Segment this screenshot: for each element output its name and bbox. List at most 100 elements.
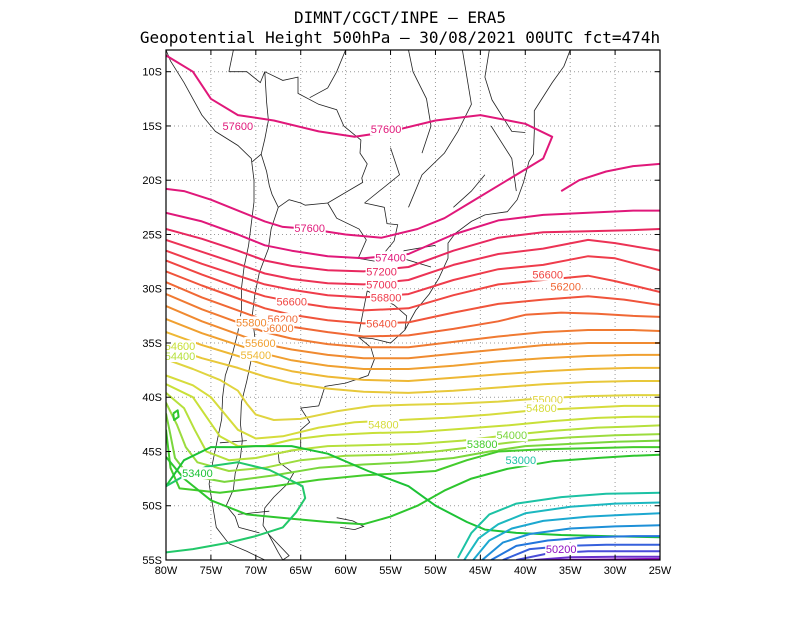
contour-line-56600 [166,259,660,312]
coastline-segment [490,125,517,192]
contour-line-53200 [166,461,307,554]
contour-line-52200 [490,535,660,560]
contour-label: 57600 [223,121,254,133]
coastline-segment [262,50,571,560]
contour-label-bg [365,278,398,291]
contour-label: 54000 [497,430,528,442]
lat-tick-label: 35S [142,338,162,350]
contour-label-bg [549,280,582,293]
lon-tick-label: 65W [289,565,312,577]
coastlines-and-borders [166,50,571,560]
contour-label: 54800 [526,403,557,415]
contour-line-54400 [166,392,660,462]
coastline-segment [228,71,266,84]
contour-line-53800 [166,429,660,494]
contour-line-55200 [166,345,660,394]
coastline-segment [484,50,526,133]
map-title-line2: Geopotential Height 500hPa – 30/08/2021 … [139,28,661,47]
contour-line-54600 [172,409,180,421]
contour-line-52400 [481,524,660,560]
contour-label: 57400 [375,252,406,264]
coastline-segment [453,174,486,208]
contour-label: 56600 [532,270,563,282]
contour-label-bg [545,543,578,556]
lat-tick-label: 15S [142,121,162,133]
contour-line-53400 [166,445,660,539]
lon-tick-label: 80W [155,565,178,577]
contour-label-bg [164,350,196,362]
contour-line-51600 [534,555,660,560]
lon-tick-label: 30W [604,565,627,577]
lat-tick-label: 20S [142,175,162,187]
contour-label: 55400 [241,350,272,362]
longitude-axis: 80W 75W 70W 65W 60W 55W 50W 45W 40W 35W 30W 25W [155,50,672,577]
lon-tick-label: 75W [200,565,223,577]
lat-tick-label: 45S [142,446,162,458]
contour-label-bg [495,429,528,442]
contour-label-bg [164,340,196,353]
contour-label: 56800 [371,292,402,304]
contour-label-bg [504,454,537,467]
contour-label-bg [367,418,400,431]
contour-line-54600 [166,383,660,448]
contour-label-bg [235,316,268,329]
coastline-segment [364,147,400,204]
contour-label-bg [262,321,295,334]
contour-line-51800 [516,550,660,560]
contour-line-55800 [166,305,660,360]
contour-label: 55800 [236,317,267,329]
contour-label: 53800 [467,439,498,451]
contour-label-bg [374,251,407,264]
contour-label-bg [275,295,308,308]
contour-label-bg [370,291,403,304]
lon-tick-label: 60W [334,565,357,577]
contour-line-57600 [166,54,554,239]
map-title-line1: DIMNT/CGCT/INPE – ERA5 [294,8,506,27]
contour-line-56800 [166,249,660,299]
contour-label: 53400 [182,468,213,480]
contour-line-56200 [166,281,660,338]
contour-label: 50200 [546,544,577,556]
contour-label: 56400 [366,318,397,330]
contour-label-bg [466,437,499,450]
contour-line-53000 [457,491,660,559]
contour-line-57000 [166,238,660,286]
contour-label-bg [239,348,272,361]
height-contours [166,54,660,560]
contour-line-52800 [463,501,660,560]
contour-label-bg [365,265,398,278]
contour-label: 56000 [263,323,294,335]
contour-label: 56200 [550,282,581,294]
contour-line-52600 [472,512,660,560]
contour-label-bg [221,119,254,132]
contour-line-53600 [166,453,660,526]
contour-label-bg [244,336,277,349]
contour-label: 54400 [165,351,196,363]
contour-label: 57600 [294,223,325,235]
contour-label-bg [370,123,403,136]
contour-line-57600 [560,162,660,192]
coastline-segment [336,517,365,531]
coastline-segment [238,527,260,534]
coastline-segment [408,50,472,208]
coastline-segment [251,153,262,163]
contour-label-bg [293,221,326,234]
contour-label: 57600 [371,124,402,136]
lat-tick-label: 55S [142,555,162,567]
coastline-segment [260,71,368,208]
lon-tick-label: 50W [424,565,447,577]
contour-label-bg [531,268,564,281]
contour-line-54200 [166,402,660,472]
contour-label: 57200 [366,266,397,278]
lat-tick-label: 25S [142,229,162,241]
coastline-segment [408,50,432,154]
contour-line-55600 [166,318,660,370]
contour-label-bg [525,402,558,415]
contour-label: 53000 [505,455,536,467]
contour-label: 54800 [368,419,399,431]
lat-tick-label: 10S [142,67,162,79]
latitude-axis: 10S 15S 20S 25S 30S 35S 40S 45S 50S 55S [142,67,660,567]
coastline-segment [166,50,283,560]
